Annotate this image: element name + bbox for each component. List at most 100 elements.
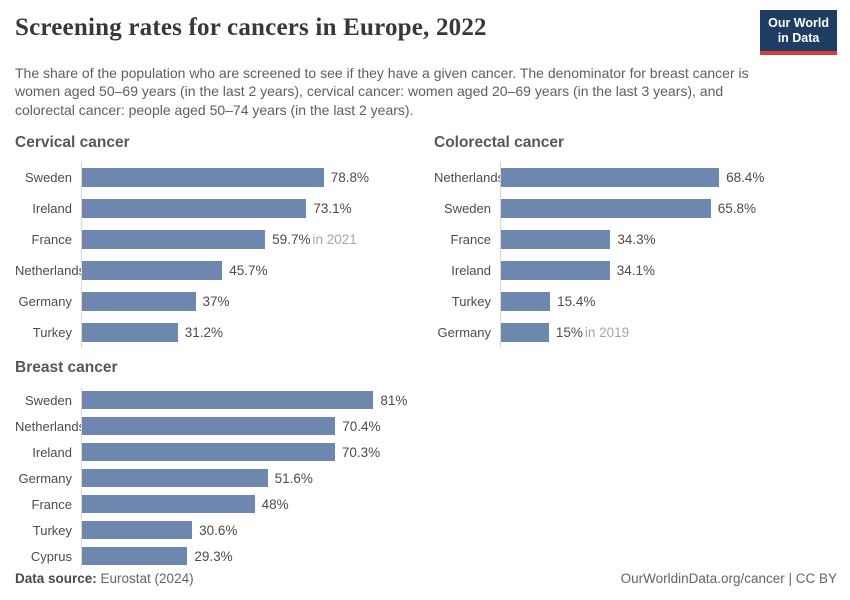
- value-label: 51.6%: [274, 470, 313, 486]
- value-note: in 2021: [312, 232, 357, 248]
- country-label: Netherlands: [15, 263, 86, 279]
- bar: [82, 469, 268, 488]
- bar-track: 65.8%: [500, 193, 837, 225]
- bar: [82, 547, 188, 566]
- bar-track: 68.4%: [500, 162, 837, 194]
- charts-grid: Cervical cancer Sweden 78.8% Ireland 73.1% Fr…: [15, 134, 837, 570]
- bar-row: France 59.7% in 2021: [15, 224, 418, 256]
- bar-track: 51.6%: [81, 465, 418, 492]
- bar-track: 81%: [81, 387, 418, 414]
- country-label: Germany: [18, 294, 72, 310]
- owid-logo-line1: Our World: [768, 16, 829, 30]
- bar: [501, 323, 549, 343]
- country-label: Turkey: [32, 522, 72, 538]
- bar-track: 34.1%: [500, 255, 837, 287]
- value-label: 37%: [202, 294, 230, 310]
- bar: [501, 199, 711, 219]
- panel-title-colorectal-cancer: Colorectal cancer: [434, 134, 565, 152]
- panel-title-breast-cancer: Breast cancer: [15, 359, 118, 377]
- bar: [82, 391, 374, 410]
- chart-panel-breast-cancer: Breast cancer Sweden 81% Netherlands 70.4% Ir…: [15, 359, 418, 570]
- bar-row: Ireland 70.3%: [15, 439, 418, 466]
- country-label: Turkey: [451, 294, 491, 310]
- value-label: 65.8%: [717, 201, 757, 217]
- bar: [82, 261, 223, 281]
- value-label: 30.6%: [199, 522, 238, 538]
- bar-track: 37%: [81, 286, 418, 318]
- country-label: Sweden: [444, 201, 491, 217]
- panel-body-breast-cancer: Sweden 81% Netherlands 70.4% Ireland 70.3% Ger…: [15, 387, 418, 570]
- bar: [82, 230, 266, 250]
- country-label: Sweden: [25, 392, 72, 408]
- bar-row: Turkey 30.6%: [15, 517, 418, 544]
- value-label: 73.1%: [313, 201, 352, 217]
- bar-row: Germany 15% in 2019: [434, 317, 837, 349]
- country-label: Ireland: [32, 444, 72, 460]
- country-label: Netherlands: [15, 418, 86, 434]
- bar-row: Ireland 73.1%: [15, 193, 418, 225]
- owid-logo: Our World in Data: [760, 10, 837, 55]
- bar-track: 30.6%: [81, 517, 418, 544]
- country-label: Netherlands: [434, 170, 505, 186]
- bar: [82, 417, 336, 436]
- value-label: 29.3%: [194, 548, 233, 564]
- bar-row: Germany 51.6%: [15, 465, 418, 492]
- bar: [501, 168, 720, 188]
- bar: [82, 443, 335, 462]
- country-label: Ireland: [451, 263, 491, 279]
- country-label: France: [31, 232, 72, 248]
- bar-track: 78.8%: [81, 162, 418, 194]
- value-label: 81%: [380, 392, 408, 408]
- bar: [82, 323, 178, 343]
- bar-row: Turkey 31.2%: [15, 317, 418, 349]
- bar-row: Netherlands 68.4%: [434, 162, 837, 194]
- data-source-value: Eurostat (2024): [96, 571, 194, 586]
- bar-track: 73.1%: [81, 193, 418, 225]
- bar: [82, 495, 255, 514]
- bar-track: 48%: [81, 491, 418, 518]
- data-source-label: Data source:: [15, 571, 97, 586]
- value-label: 78.8%: [330, 170, 370, 186]
- bar-row: Turkey 15.4%: [434, 286, 837, 318]
- bar-track: 70.3%: [81, 439, 418, 466]
- country-label: France: [450, 232, 491, 248]
- bar-track: 15.4%: [500, 286, 837, 318]
- bar-row: Netherlands 70.4%: [15, 413, 418, 440]
- country-label: France: [31, 496, 72, 512]
- value-label: 48%: [261, 496, 289, 512]
- bar-track: 59.7% in 2021: [81, 224, 418, 256]
- country-label: Ireland: [32, 201, 72, 217]
- value-label: 70.4%: [342, 418, 381, 434]
- bar-track: 45.7%: [81, 255, 418, 287]
- value-label: 45.7%: [229, 263, 268, 279]
- panel-title-cervical-cancer: Cervical cancer: [15, 134, 130, 152]
- bar: [501, 292, 551, 312]
- value-label: 15%: [555, 325, 583, 341]
- panel-body-colorectal-cancer: Netherlands 68.4% Sweden 65.8% France 34.3% Ir…: [434, 162, 837, 349]
- bar-track: 34.3%: [500, 224, 837, 256]
- bar: [82, 521, 193, 540]
- bar: [82, 168, 324, 188]
- country-label: Sweden: [25, 170, 72, 186]
- value-label: 31.2%: [184, 325, 223, 341]
- footer: Data source: Eurostat (2024) OurWorldinD…: [15, 571, 837, 586]
- value-label: 34.1%: [616, 263, 655, 279]
- page-title: Screening rates for cancers in Europe, 2…: [15, 14, 487, 41]
- bar-track: 31.2%: [81, 317, 418, 349]
- bar-row: France 48%: [15, 491, 418, 518]
- owid-logo-line2: in Data: [777, 31, 820, 45]
- country-label: Turkey: [32, 325, 72, 341]
- bar: [501, 230, 611, 250]
- value-label: 59.7%: [272, 232, 311, 248]
- bar-row: Sweden 78.8%: [15, 162, 418, 194]
- bar-row: Sweden 65.8%: [434, 193, 837, 225]
- value-note: in 2019: [584, 325, 630, 341]
- panel-body-cervical-cancer: Sweden 78.8% Ireland 73.1% France 59.7% in 202…: [15, 162, 418, 349]
- country-label: Germany: [437, 325, 491, 341]
- country-label: Germany: [18, 470, 72, 486]
- bar: [82, 199, 307, 219]
- chart-panel-colorectal-cancer: Colorectal cancer Netherlands 68.4% Sweden 6…: [434, 134, 837, 349]
- value-label: 70.3%: [341, 444, 381, 460]
- country-label: Cyprus: [30, 548, 72, 564]
